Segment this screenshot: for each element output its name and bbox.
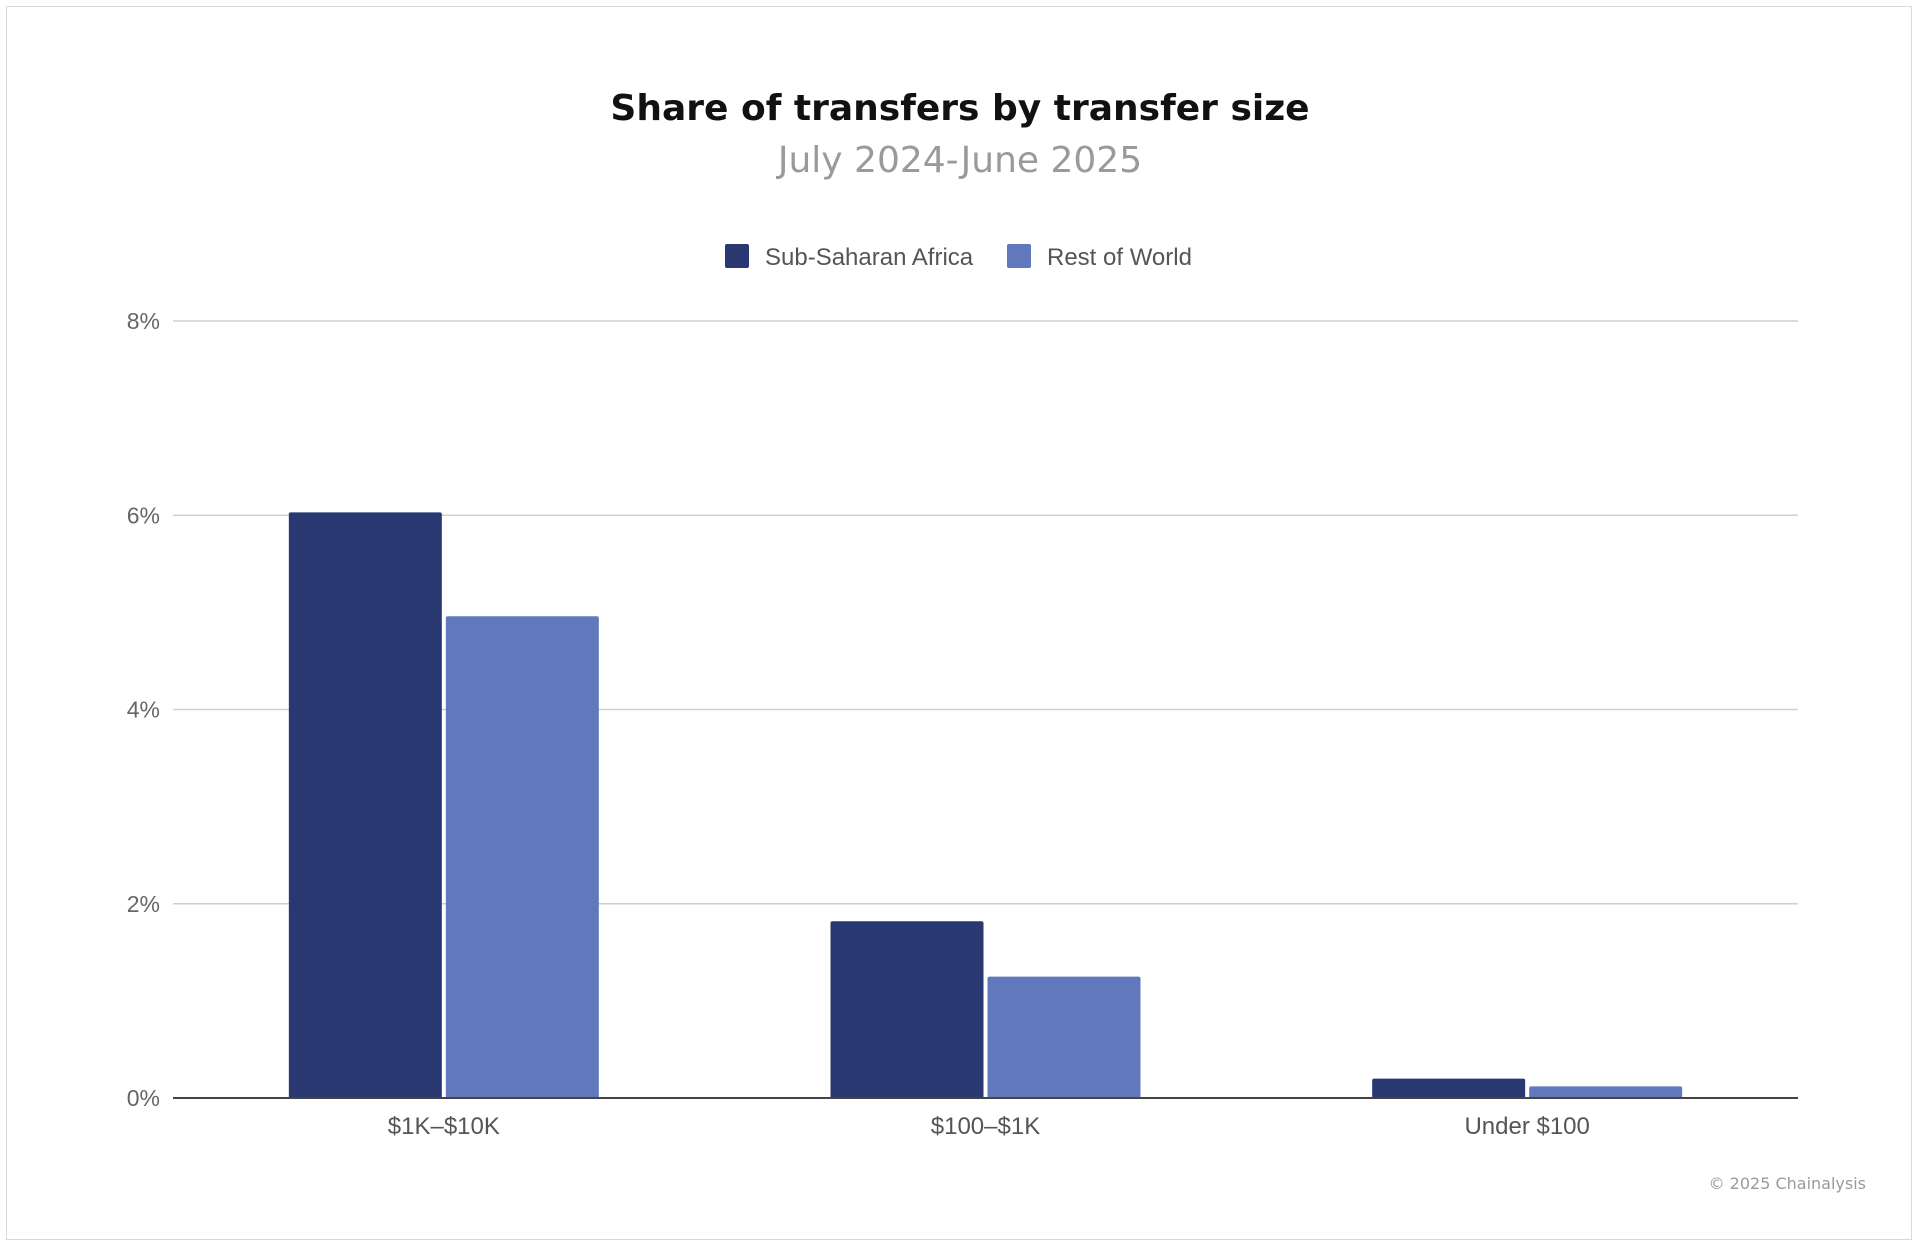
x-axis: $1K–$10K $100–$1K Under $100 [173, 1097, 1798, 1140]
bar-rest-of-world [987, 976, 1141, 1098]
y-tick-label: 4% [127, 697, 160, 723]
x-tick-label: $1K–$10K [388, 1113, 500, 1140]
y-tick-label: 2% [127, 891, 160, 917]
y-axis: 0% 2% 4% 6% 8% [127, 308, 160, 1111]
y-tick-label: 0% [127, 1085, 160, 1111]
legend-label-sub-saharan-africa: Sub-Saharan Africa [765, 244, 974, 271]
gridlines [173, 320, 1798, 905]
y-tick-label: 6% [127, 502, 160, 528]
y-tick-label: 8% [127, 308, 160, 334]
legend-label-rest-of-world: Rest of World [1047, 244, 1192, 271]
bar-sub-saharan-africa [830, 921, 984, 1098]
bars [288, 512, 1683, 1098]
legend-swatch-rest-of-world [1007, 244, 1031, 268]
bar-sub-saharan-africa [288, 512, 442, 1098]
legend-swatch-sub-saharan-africa [725, 244, 749, 268]
bar-rest-of-world [445, 616, 599, 1098]
legend: Sub-Saharan Africa Rest of World [725, 244, 1192, 271]
bar-sub-saharan-africa [1372, 1078, 1526, 1098]
bar-rest-of-world [1529, 1086, 1683, 1098]
chart-subtitle: July 2024-June 2025 [776, 140, 1142, 181]
x-tick-label: $100–$1K [931, 1113, 1040, 1140]
copyright-credit: © 2025 Chainalysis [1709, 1174, 1866, 1193]
chart-title: Share of transfers by transfer size [610, 88, 1309, 129]
x-tick-label: Under $100 [1464, 1113, 1589, 1140]
